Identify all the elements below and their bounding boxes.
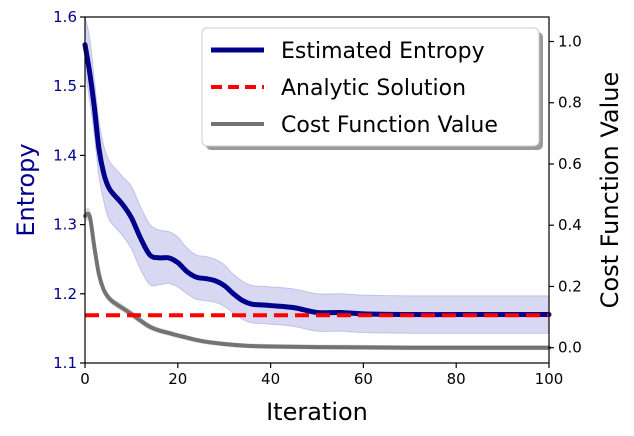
x-tick-label: 20	[168, 370, 187, 388]
x-tick-label: 100	[535, 370, 564, 388]
x-tick-label: 40	[261, 370, 280, 388]
right-y-tick-label: 1.0	[558, 32, 582, 50]
legend-label: Analytic Solution	[281, 76, 466, 101]
left-y-tick-label: 1.6	[53, 8, 77, 26]
legend-label: Estimated Entropy	[281, 39, 485, 64]
left-axis-title: Entropy	[12, 143, 40, 236]
right-y-tick-label: 0.8	[558, 94, 582, 112]
left-y-tick-label: 1.2	[53, 285, 77, 303]
x-tick-label: 60	[354, 370, 373, 388]
left-y-tick-label: 1.4	[53, 146, 77, 164]
x-tick-label: 80	[447, 370, 466, 388]
right-axis-title: Cost Function Value	[596, 72, 624, 309]
x-tick-label: 0	[80, 370, 90, 388]
left-y-tick-label: 1.1	[53, 354, 77, 372]
plot-frame	[84, 16, 550, 364]
x-axis-title: Iteration	[266, 398, 368, 426]
right-y-tick-label: 0.4	[558, 216, 582, 234]
legend: Estimated Entropy Analytic Solution Cost F…	[201, 27, 543, 150]
left-y-tick-label: 1.3	[53, 216, 77, 234]
left-y-tick-label: 1.5	[53, 77, 77, 95]
right-y-tick-label: 0.6	[558, 155, 582, 173]
estimated-entropy-line	[82, 42, 552, 318]
right-y-tick-label: 0.0	[558, 339, 582, 357]
cost-function-line	[83, 211, 551, 350]
legend-box	[201, 27, 540, 147]
legend-label: Cost Function Value	[281, 113, 498, 138]
right-y-tick-label: 0.2	[558, 277, 582, 295]
